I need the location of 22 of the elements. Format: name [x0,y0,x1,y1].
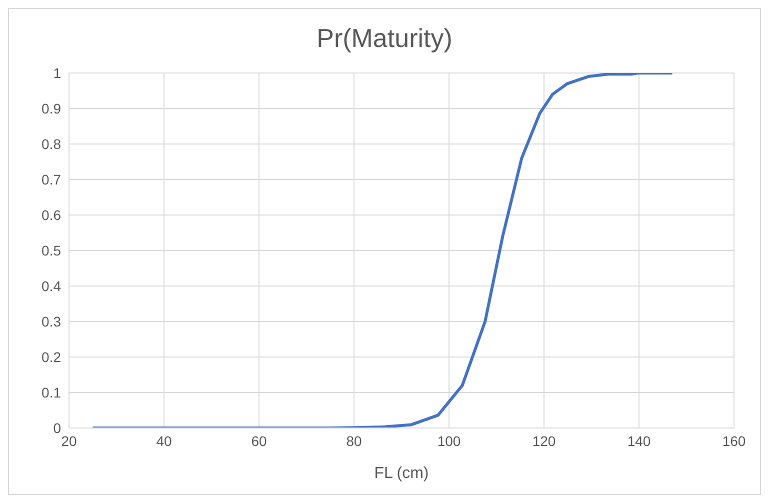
x-tick-label: 160 [722,432,746,449]
x-tick-label: 100 [437,432,461,449]
line-series [91,73,674,428]
x-tick-label: 80 [346,432,362,449]
y-tick-label: 0.7 [42,171,62,188]
y-tick-label: 0.8 [42,136,62,152]
y-tick-label: 0.3 [42,313,62,330]
x-axis-title: FL (cm) [374,465,429,482]
y-tick-label: 0.5 [42,242,62,258]
y-tick-label: 0.9 [42,100,62,116]
y-tick-label: 0.1 [42,384,62,400]
x-tick-label: 40 [156,432,172,449]
chart-title: Pr(Maturity) [316,23,454,55]
x-tick-label: 60 [251,432,267,449]
y-tick-label: 0.4 [42,278,62,294]
y-tick-label: 1 [53,64,62,81]
x-tick-label: 140 [627,432,651,449]
y-tick-label: 0.6 [42,206,62,223]
y-tick-label: 0 [53,420,62,436]
x-tick-label: 120 [532,432,556,449]
y-tick-label: 0.2 [42,348,62,365]
x-tick-label: 20 [61,432,77,449]
